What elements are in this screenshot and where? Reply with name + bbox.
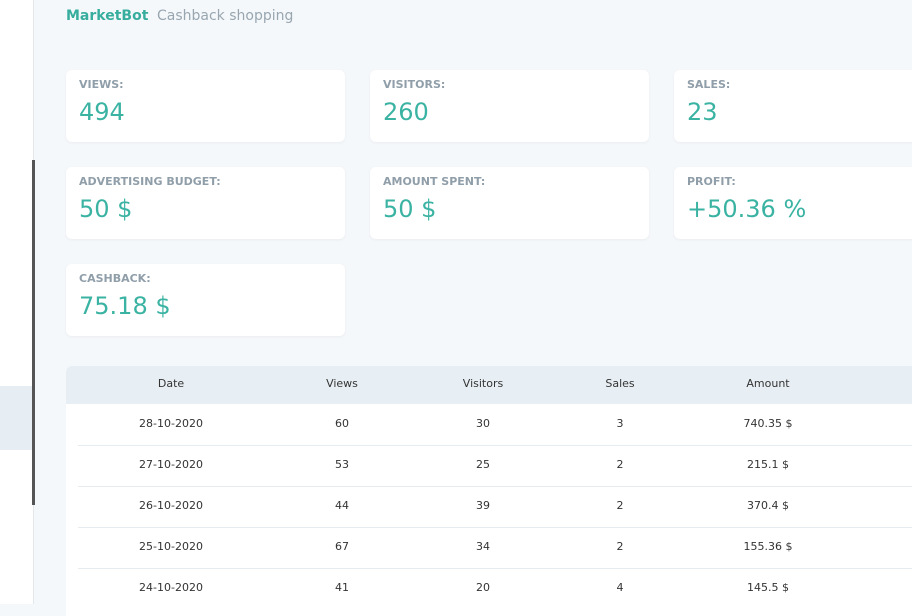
stat-value: 494: [79, 98, 125, 126]
stats-table: Date Views Visitors Sales Amount 28-10-2020 6…: [66, 366, 912, 616]
table-cell: 60: [335, 417, 349, 430]
stat-value: 23: [687, 98, 718, 126]
table-cell: 145.5 $: [747, 581, 789, 594]
table-cell: 20: [476, 581, 490, 594]
sidebar-active-item[interactable]: [0, 386, 33, 450]
table-header: Date Views Visitors Sales Amount: [66, 366, 912, 404]
table-cell: 2: [616, 458, 624, 471]
row-divider: [78, 527, 912, 528]
stat-label: VISITORS:: [383, 78, 446, 91]
stat-card: CASHBACK: 75.18 $: [66, 264, 345, 336]
stat-value: 75.18 $: [79, 292, 171, 320]
table-cell: 4: [616, 581, 624, 594]
stat-card: VISITORS: 260: [370, 70, 649, 142]
stat-card: VIEWS: 494: [66, 70, 345, 142]
stat-label: SALES:: [687, 78, 731, 91]
column-header: Sales: [605, 377, 635, 390]
tab[interactable]: MarketBot: [66, 8, 149, 24]
table-cell: 3: [616, 417, 624, 430]
table-cell: 2: [616, 540, 624, 553]
table-cell: 27-10-2020: [139, 458, 203, 471]
sidebar: [0, 0, 35, 604]
table-cell: 28-10-2020: [139, 417, 203, 430]
stat-value: 50 $: [383, 195, 437, 223]
row-divider: [78, 445, 912, 446]
stat-card: ADVERTISING BUDGET: 50 $: [66, 167, 345, 239]
table-cell: 44: [335, 499, 349, 512]
stat-label: AMOUNT SPENT:: [383, 175, 486, 188]
table-cell: 25-10-2020: [139, 540, 203, 553]
stat-label: VIEWS:: [79, 78, 124, 91]
column-header: Visitors: [462, 377, 504, 390]
stat-card: AMOUNT SPENT: 50 $: [370, 167, 649, 239]
table-cell: 215.1 $: [747, 458, 789, 471]
stat-value: 50 $: [79, 195, 133, 223]
table-cell: 41: [335, 581, 349, 594]
table-cell: 30: [476, 417, 490, 430]
table-cell: 26-10-2020: [139, 499, 203, 512]
stat-label: CASHBACK:: [79, 272, 151, 285]
table-cell: 2: [616, 499, 624, 512]
row-divider: [78, 568, 912, 569]
stat-value: +50.36 %: [687, 195, 807, 223]
stat-label: ADVERTISING BUDGET:: [79, 175, 221, 188]
table-cell: 39: [476, 499, 490, 512]
stat-card: PROFIT: +50.36 %: [674, 167, 912, 239]
table-cell: 370.4 $: [747, 499, 789, 512]
column-header: Amount: [746, 377, 790, 390]
table-cell: 740.35 $: [743, 417, 793, 430]
stat-card: SALES: 23: [674, 70, 912, 142]
stat-value: 260: [383, 98, 429, 126]
table-cell: 24-10-2020: [139, 581, 203, 594]
scrollbar[interactable]: [32, 160, 35, 505]
table-cell: 67: [335, 540, 349, 553]
stat-label: PROFIT:: [687, 175, 736, 188]
table-cell: 34: [476, 540, 490, 553]
table-cell: 155.36 $: [743, 540, 793, 553]
table-cell: 53: [335, 458, 349, 471]
column-header: Date: [157, 377, 185, 390]
tab[interactable]: Cashback shopping: [157, 8, 294, 24]
row-divider: [78, 486, 912, 487]
table-cell: 25: [476, 458, 490, 471]
column-header: Views: [326, 377, 358, 390]
